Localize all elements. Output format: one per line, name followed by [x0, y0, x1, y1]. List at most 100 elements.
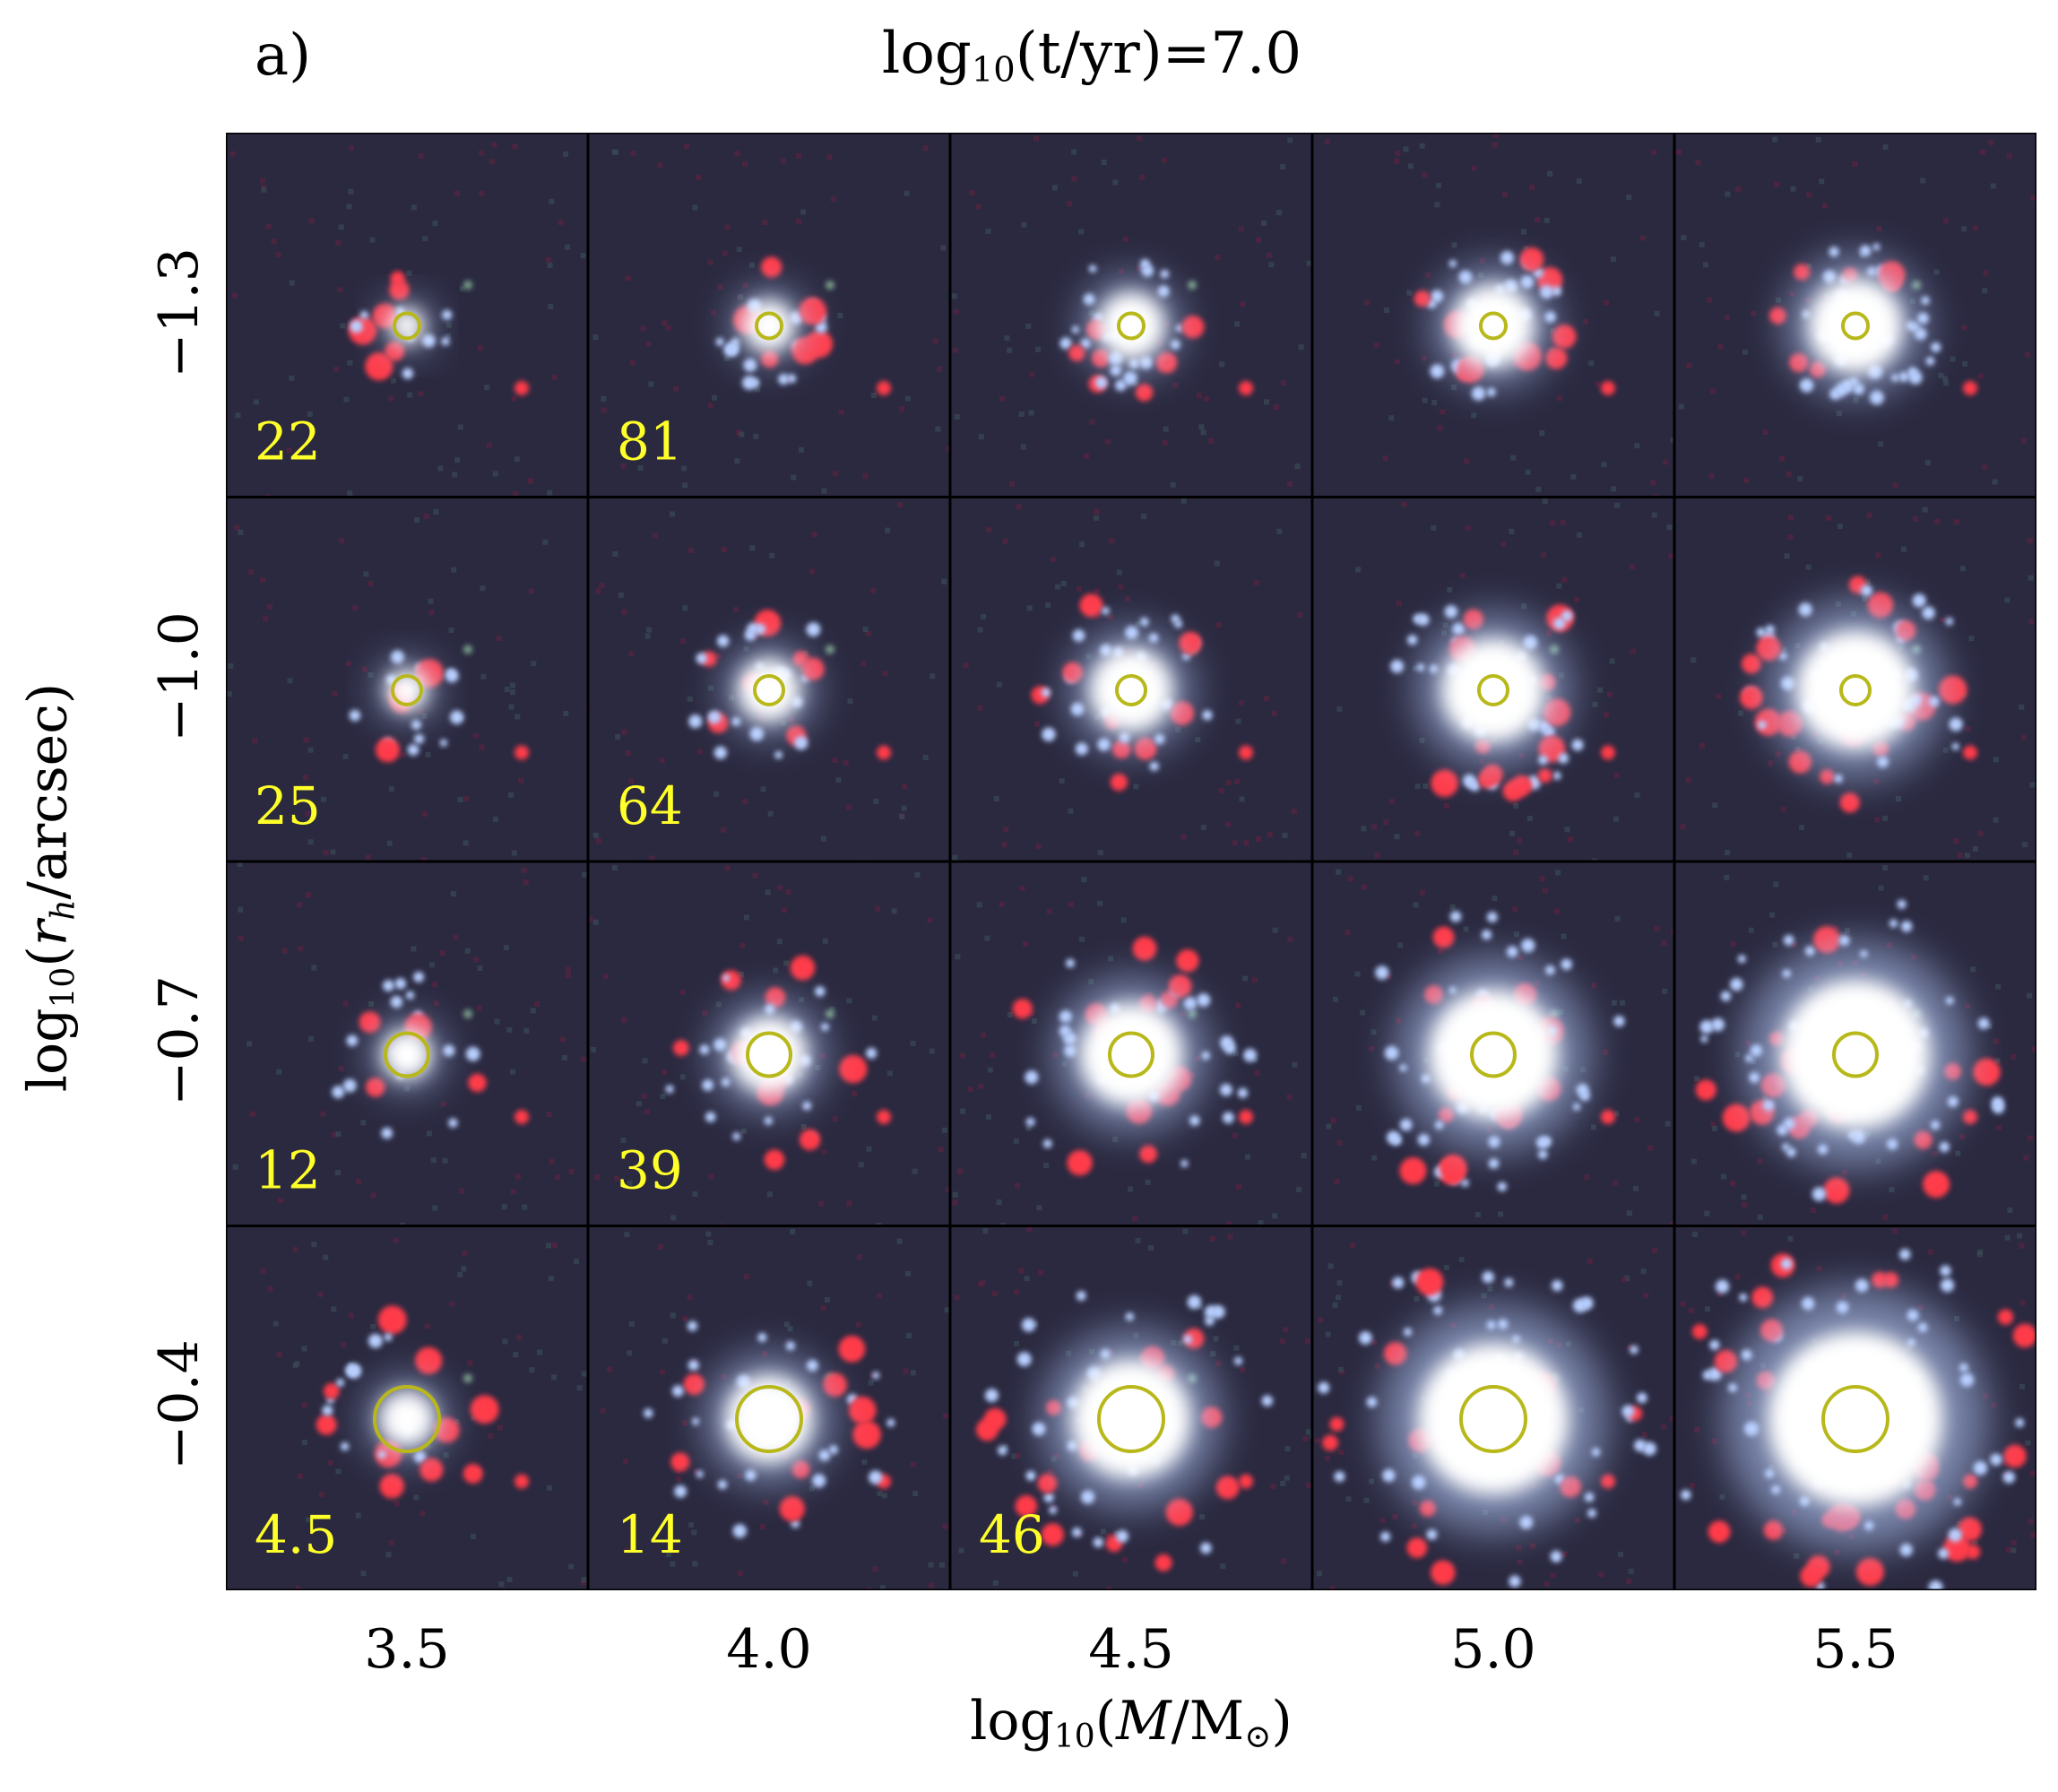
noise-pixel: [1487, 1286, 1493, 1292]
cluster-star: [683, 1373, 705, 1395]
noise-pixel: [1395, 1017, 1401, 1024]
cluster-star: [465, 1046, 480, 1061]
cluster-star: [407, 744, 419, 756]
noise-pixel: [1621, 1277, 1627, 1283]
noise-pixel: [1678, 403, 1684, 410]
noise-pixel: [457, 1271, 463, 1277]
cluster-star: [696, 653, 708, 664]
noise-pixel: [636, 1101, 642, 1107]
cluster-star: [761, 256, 783, 278]
noise-pixel: [607, 1366, 613, 1372]
noise-pixel: [1662, 988, 1668, 994]
noise-pixel: [498, 1581, 505, 1588]
noise-pixel: [1251, 977, 1258, 983]
field-star: [1963, 745, 1977, 760]
noise-pixel: [1950, 356, 1956, 362]
noise-pixel: [452, 472, 458, 478]
noise-pixel: [347, 490, 353, 497]
noise-pixel: [1336, 1139, 1343, 1146]
noise-pixel: [391, 377, 397, 384]
noise-pixel: [1911, 954, 1917, 960]
field-star: [463, 281, 472, 290]
noise-pixel: [1575, 1517, 1581, 1523]
noise-pixel: [1330, 1117, 1336, 1123]
cluster-star: [1829, 247, 1839, 257]
noise-pixel: [611, 865, 618, 871]
noise-pixel: [868, 1380, 874, 1386]
noise-pixel: [462, 1250, 468, 1256]
y-log-base: 10: [45, 966, 82, 1009]
noise-pixel: [2005, 1546, 2011, 1553]
cluster-star: [1066, 958, 1075, 968]
noise-pixel: [1268, 262, 1275, 268]
noise-pixel: [307, 747, 314, 753]
noise-pixel: [1079, 541, 1085, 548]
cluster-star: [764, 1149, 785, 1171]
noise-pixel: [1561, 933, 1567, 939]
noise-pixel: [1598, 1571, 1604, 1578]
cluster-star: [806, 622, 821, 637]
noise-pixel: [492, 471, 498, 477]
noise-pixel: [1028, 1010, 1034, 1017]
noise-pixel: [811, 532, 817, 538]
noise-pixel: [271, 238, 277, 245]
x-log: log: [970, 1690, 1054, 1753]
noise-pixel: [393, 1501, 400, 1507]
noise-pixel: [1336, 869, 1342, 875]
noise-pixel: [306, 892, 312, 898]
noise-pixel: [1281, 1558, 1287, 1564]
cluster-star: [696, 1470, 704, 1478]
cluster-star: [1075, 742, 1088, 756]
noise-pixel: [1281, 380, 1287, 386]
noise-pixel: [1414, 783, 1421, 790]
field-star: [514, 1110, 529, 1124]
cluster-star: [1189, 1115, 1200, 1126]
noise-pixel: [491, 142, 497, 148]
cluster-star: [1139, 617, 1149, 627]
noise-pixel: [1972, 225, 1978, 231]
noise-pixel: [1447, 587, 1453, 593]
noise-pixel: [1626, 1578, 1632, 1584]
cluster-star: [1334, 1471, 1345, 1483]
cluster-star: [1765, 625, 1775, 635]
noise-pixel: [267, 1286, 273, 1292]
noise-pixel: [1614, 915, 1621, 922]
noise-pixel: [1564, 827, 1570, 833]
noise-pixel: [1617, 1552, 1623, 1558]
detection-number: 4.5: [255, 1504, 337, 1565]
noise-pixel: [829, 1006, 835, 1012]
noise-pixel: [1162, 440, 1168, 446]
noise-pixel: [413, 517, 419, 524]
cluster-star: [1329, 1416, 1345, 1432]
noise-pixel: [1097, 900, 1103, 906]
noise-pixel: [370, 1192, 376, 1199]
cluster-star: [449, 710, 464, 724]
half-light-radius-circle: [1097, 1384, 1165, 1453]
noise-pixel: [348, 1312, 354, 1319]
noise-pixel: [682, 482, 688, 489]
noise-pixel: [1640, 1268, 1647, 1275]
noise-pixel: [542, 539, 549, 545]
noise-pixel: [1301, 1152, 1307, 1158]
cluster-star: [345, 1363, 359, 1377]
field-star: [1963, 381, 1977, 395]
noise-pixel: [1383, 307, 1389, 313]
noise-pixel: [347, 359, 353, 366]
cluster-star: [1449, 911, 1462, 922]
cluster-star: [1233, 1356, 1243, 1365]
noise-pixel: [1710, 1121, 1716, 1128]
noise-pixel: [385, 1552, 392, 1558]
noise-pixel: [278, 1198, 284, 1204]
image-cell: 12: [226, 861, 588, 1226]
noise-pixel: [776, 939, 783, 945]
noise-pixel: [1018, 411, 1025, 417]
noise-pixel: [599, 583, 605, 589]
noise-pixel: [1106, 1533, 1112, 1539]
cluster-star: [2015, 1418, 2025, 1428]
noise-pixel: [1694, 1076, 1700, 1082]
noise-pixel: [630, 151, 636, 157]
noise-pixel: [311, 965, 317, 971]
noise-pixel: [1724, 850, 1730, 856]
noise-pixel: [1670, 437, 1674, 444]
noise-pixel: [1866, 512, 1872, 518]
